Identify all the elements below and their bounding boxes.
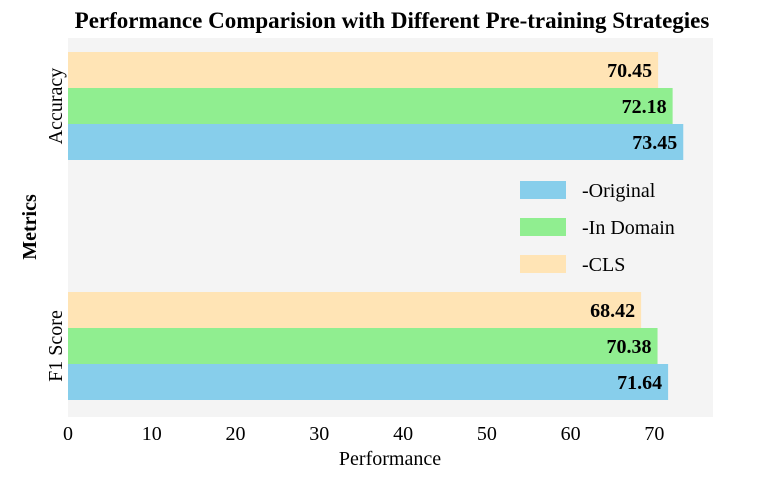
bar-in-domain-f1-score bbox=[68, 328, 658, 364]
bar-value-label: 71.64 bbox=[617, 372, 662, 394]
legend-swatch bbox=[520, 218, 566, 236]
x-tick-label: 20 bbox=[226, 423, 246, 445]
category-labels-group: Accuracy F1 Score bbox=[45, 68, 67, 382]
x-axis-label: Performance bbox=[339, 448, 441, 470]
bar-value-label: 72.18 bbox=[622, 96, 667, 118]
chart-title: Performance Comparision with Different P… bbox=[75, 8, 710, 33]
legend-swatch bbox=[520, 255, 566, 273]
x-tick-label: 40 bbox=[393, 423, 413, 445]
bar-original-f1-score bbox=[68, 364, 669, 400]
bar-value-label: 70.45 bbox=[607, 60, 652, 82]
value-labels-group: 73.45 72.18 70.45 71.64 70.38 68.42 bbox=[590, 60, 677, 394]
bar-cls-accuracy bbox=[68, 52, 659, 88]
category-label-f1-score: F1 Score bbox=[45, 310, 67, 382]
bar-original-accuracy bbox=[68, 124, 684, 160]
legend-label: -Original bbox=[582, 180, 656, 202]
legend-label: -CLS bbox=[582, 254, 625, 276]
bar-cls-f1-score bbox=[68, 292, 642, 328]
x-tick-label: 10 bbox=[142, 423, 162, 445]
bar-in-domain-accuracy bbox=[68, 88, 673, 124]
bar-value-label: 73.45 bbox=[632, 132, 677, 154]
x-axis-ticks: 0 10 20 30 40 50 60 70 bbox=[63, 423, 664, 445]
bars-group bbox=[68, 52, 684, 400]
x-tick-label: 50 bbox=[477, 423, 497, 445]
bar-value-label: 68.42 bbox=[590, 300, 635, 322]
y-axis-label: Metrics bbox=[19, 194, 41, 260]
legend-swatch bbox=[520, 181, 566, 199]
legend-label: -In Domain bbox=[582, 217, 675, 239]
x-tick-label: 70 bbox=[644, 423, 664, 445]
legend: -Original -In Domain -CLS bbox=[520, 180, 675, 276]
x-tick-label: 0 bbox=[63, 423, 73, 445]
category-label-accuracy: Accuracy bbox=[45, 68, 67, 145]
x-tick-label: 60 bbox=[561, 423, 581, 445]
bar-value-label: 70.38 bbox=[607, 336, 652, 358]
x-tick-label: 30 bbox=[309, 423, 329, 445]
